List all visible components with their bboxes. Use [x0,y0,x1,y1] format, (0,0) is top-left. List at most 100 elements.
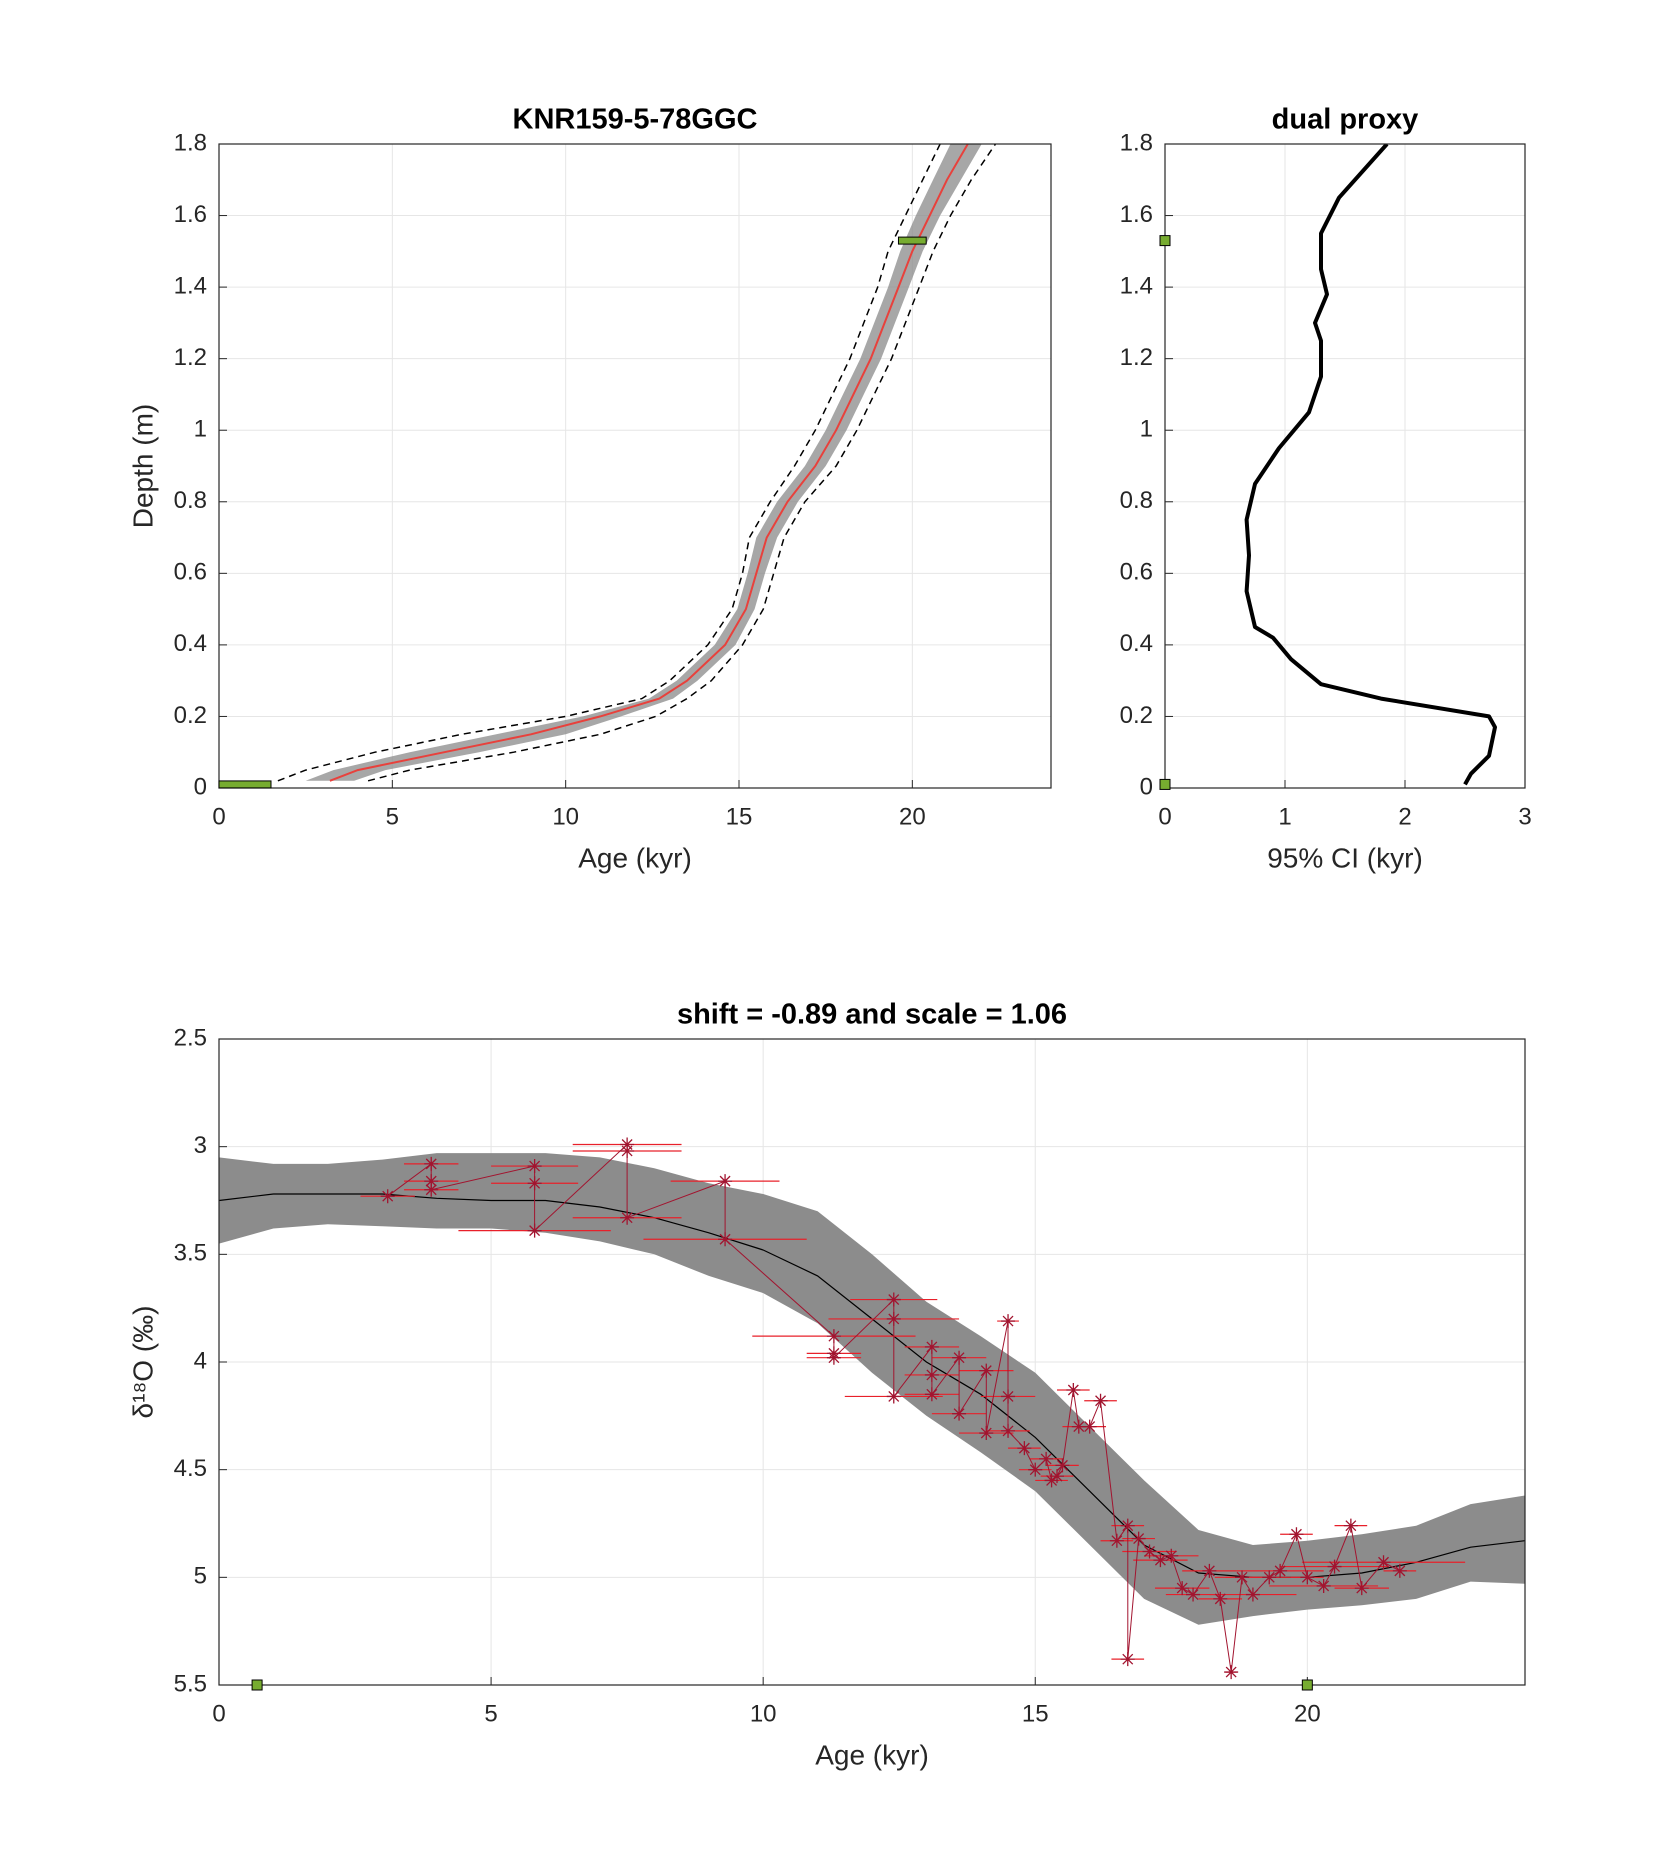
y-tick-label: 0.6 [174,559,207,586]
x-tick-label: 2 [1398,803,1411,830]
data-point [1202,1563,1217,1578]
chart-title: dual proxy [1272,104,1419,136]
y-tick-label: 1.8 [174,129,207,156]
y-tick-label: 1.2 [1120,344,1153,371]
date-marker [1159,778,1171,790]
y-tick-label: 1 [194,416,207,443]
data-point [979,1426,994,1441]
data-point [826,1350,841,1365]
data-point [1289,1527,1304,1542]
y-tick-label: 5 [194,1563,207,1590]
y-tick-label: 0.4 [174,630,207,657]
axes-frame [1164,143,1526,789]
data-point [1093,1393,1108,1408]
data-point [1213,1591,1228,1606]
x-tick-label: 20 [899,803,926,830]
plot-area [1165,144,1525,788]
x-axis-label: Age (kyr) [578,842,692,873]
y-tick-label: 3.5 [174,1240,207,1267]
data-point [886,1311,901,1326]
data-point [924,1339,939,1354]
data-point [527,1223,542,1238]
ci-line [1244,144,1497,786]
date-marker [897,236,927,245]
data-point [1017,1441,1032,1456]
data-point [886,1292,901,1307]
data-point [1071,1419,1086,1434]
data-point [620,1210,635,1225]
data-point [620,1143,635,1158]
y-tick-label: 3 [194,1132,207,1159]
x-tick-label: 0 [212,803,225,830]
y-tick-label: 1.4 [174,272,207,299]
y-tick-label: 0 [194,773,207,800]
data-point [1186,1587,1201,1602]
x-tick-label: 15 [1022,1700,1049,1727]
x-tick-label: 3 [1518,803,1531,830]
data-point [527,1159,542,1174]
x-tick-label: 0 [1158,803,1171,830]
data-point [952,1406,967,1421]
data-point [952,1350,967,1365]
data-point [718,1174,733,1189]
y-tick-label: 0.8 [174,487,207,514]
data-point [1235,1570,1250,1585]
data-point [1109,1533,1124,1548]
data-point [1066,1382,1081,1397]
axes-frame [218,143,1052,789]
plot-layer [1244,144,1497,786]
data-point [1001,1423,1016,1438]
axes-frame [218,1038,1526,1686]
model-band [219,1153,1525,1625]
data-point [1327,1559,1342,1574]
y-tick-label: 1.8 [1120,129,1153,156]
data-point [924,1387,939,1402]
date-marker [1301,1679,1313,1691]
data-point [1039,1451,1054,1466]
bound-line [367,144,997,782]
x-tick-label: 1 [1278,803,1291,830]
data-point [1316,1578,1331,1593]
y-tick-label: 1.6 [1120,201,1153,228]
y-tick-label: 0.2 [174,702,207,729]
data-point [1153,1553,1168,1568]
y-tick-label: 5.5 [174,1670,207,1697]
y-tick-label: 0 [1140,773,1153,800]
data-point [1392,1563,1407,1578]
date-marker [218,780,272,789]
data-point [1044,1473,1059,1488]
data-point [1001,1389,1016,1404]
data-point [979,1363,994,1378]
bound-line [277,144,941,782]
x-tick-label: 15 [726,803,753,830]
data-point [424,1174,439,1189]
data-point [1354,1581,1369,1596]
data-point [1262,1570,1277,1585]
date-marker [251,1679,263,1691]
data-point [424,1156,439,1171]
plot-layer [277,144,997,782]
date-marker [1159,235,1171,247]
x-tick-label: 10 [552,803,579,830]
data-point [1273,1563,1288,1578]
y-axis-label: Depth (m) [127,404,158,528]
data-point [718,1232,733,1247]
data-point [924,1367,939,1382]
data-point [1164,1548,1179,1563]
plot-layer [219,1137,1525,1680]
x-tick-label: 20 [1294,1700,1321,1727]
data-point [1050,1469,1065,1484]
data-point [1376,1555,1391,1570]
data-point [1120,1518,1135,1533]
y-tick-label: 1.2 [174,344,207,371]
data-point [1028,1462,1043,1477]
y-tick-label: 1 [1140,416,1153,443]
data-point [1300,1570,1315,1585]
y-tick-label: 0.4 [1120,630,1153,657]
x-tick-label: 5 [386,803,399,830]
data-point [1131,1531,1146,1546]
x-axis-label: 95% CI (kyr) [1267,842,1423,873]
data-point [527,1176,542,1191]
median-line [329,144,969,782]
